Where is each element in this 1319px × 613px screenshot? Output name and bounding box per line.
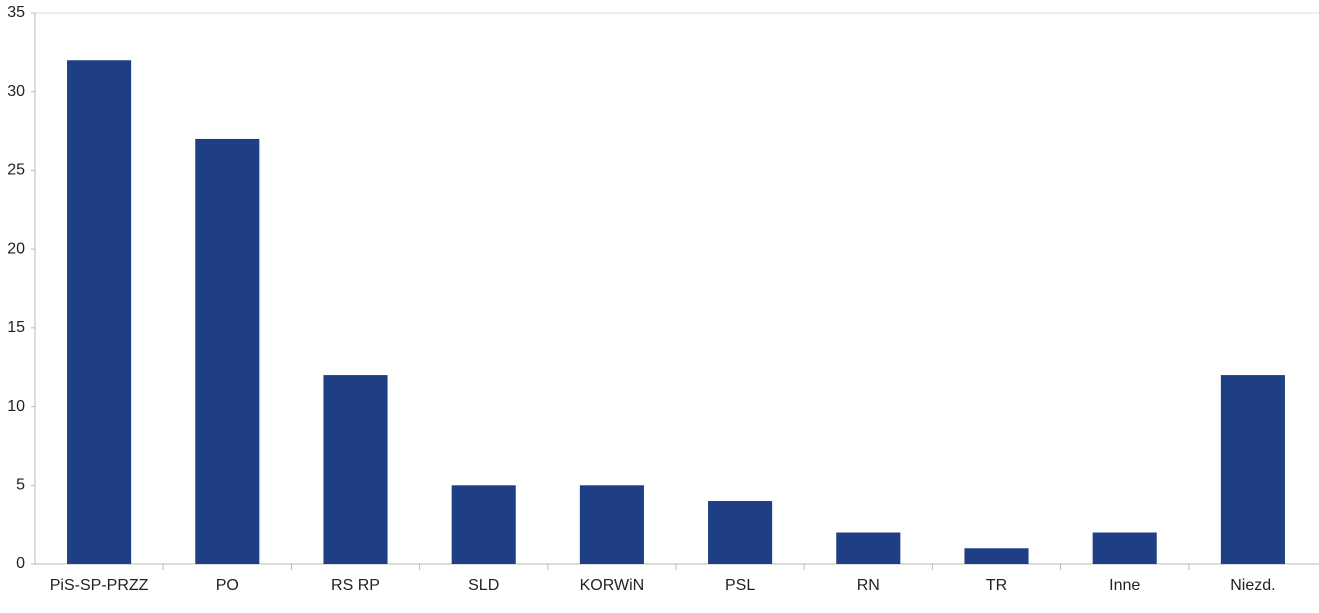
y-tick-label: 20	[7, 240, 25, 257]
y-tick-label: 25	[7, 162, 25, 179]
y-tick-label: 10	[7, 398, 25, 415]
x-tick-label: RN	[857, 577, 880, 594]
y-tick-label: 35	[7, 4, 25, 21]
x-tick-label: RS RP	[331, 577, 380, 594]
x-tick-label: SLD	[468, 577, 499, 594]
x-tick-label: PiS-SP-PRZZ	[50, 577, 149, 594]
x-tick-label: PO	[216, 577, 239, 594]
bar	[579, 485, 644, 564]
x-tick-label: PSL	[725, 577, 755, 594]
bar	[964, 548, 1029, 564]
x-tick-label: KORWiN	[580, 577, 645, 594]
bar	[836, 532, 901, 564]
y-tick-label: 30	[7, 83, 25, 100]
x-tick-label: Inne	[1109, 577, 1140, 594]
bar	[323, 375, 388, 564]
bar	[1220, 375, 1285, 564]
y-tick-label: 15	[7, 319, 25, 336]
bar	[708, 501, 773, 564]
y-tick-label: 5	[16, 477, 25, 494]
x-tick-label: TR	[986, 577, 1007, 594]
x-tick-label: Niezd.	[1230, 577, 1275, 594]
bar	[67, 60, 132, 564]
bar	[1092, 532, 1157, 564]
bar	[195, 138, 260, 564]
bar	[451, 485, 516, 564]
y-tick-label: 0	[16, 555, 25, 572]
